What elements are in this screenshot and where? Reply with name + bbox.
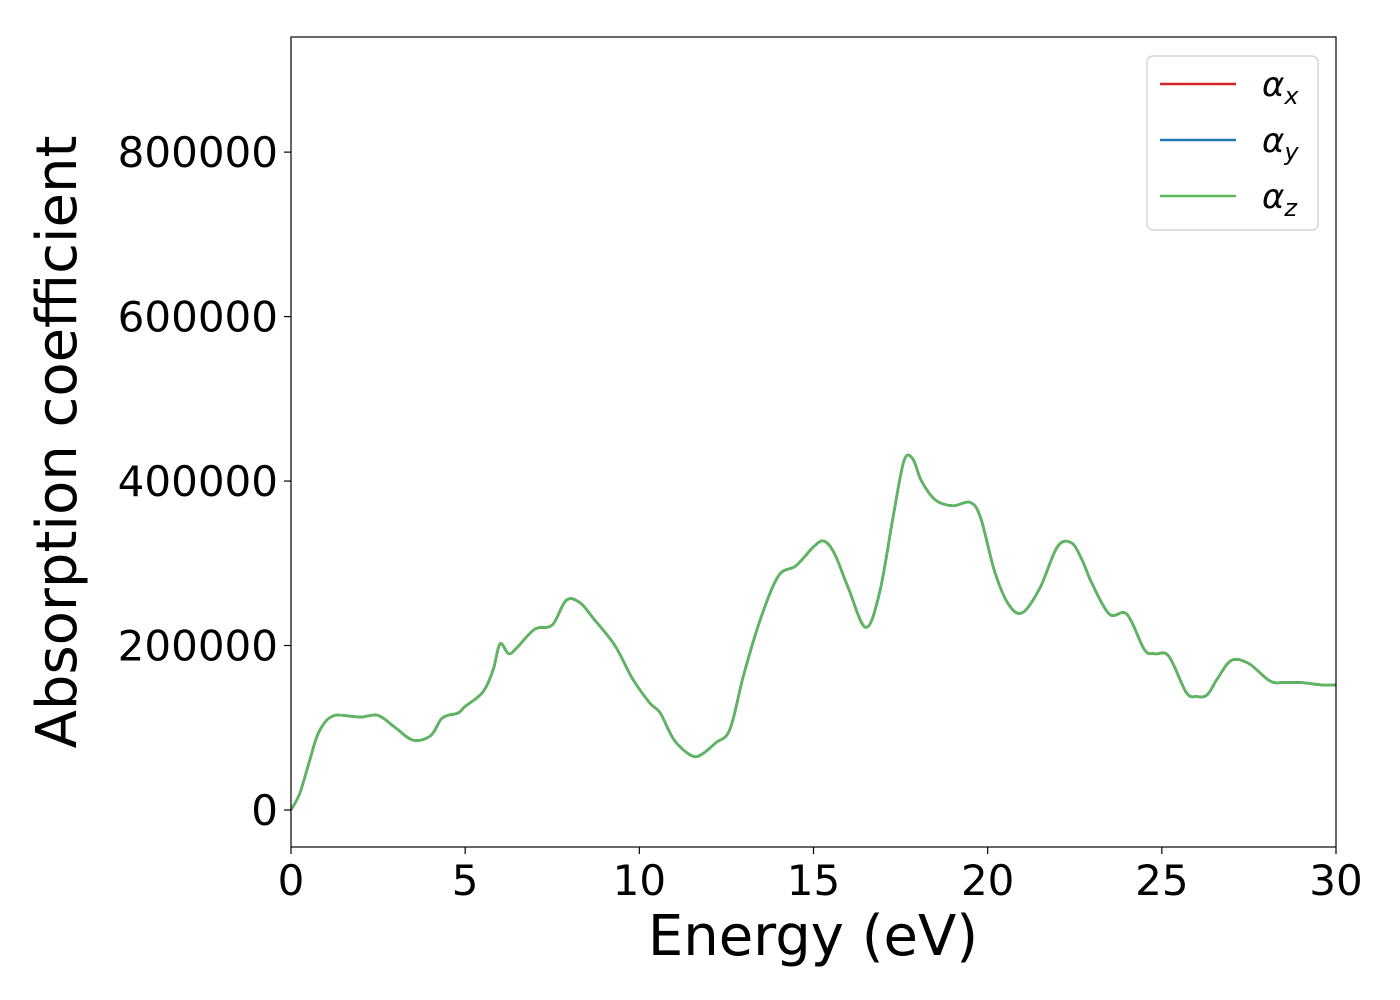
y-tick-label: 200000 <box>118 622 278 671</box>
x-tick-label: 0 <box>278 856 305 905</box>
x-axis-ticks: 0 5 10 15 20 25 30 <box>278 847 1363 905</box>
y-tick-label: 0 <box>251 786 278 835</box>
y-tick-label: 800000 <box>118 128 278 177</box>
x-tick-label: 10 <box>613 856 666 905</box>
y-tick-label: 400000 <box>118 457 278 506</box>
series-layer <box>289 453 1337 811</box>
x-axis-title: Energy (eV) <box>648 904 978 969</box>
y-axis-ticks: 0 200000 400000 600000 800000 <box>118 128 291 835</box>
x-tick-label: 30 <box>1309 856 1362 905</box>
x-tick-label: 15 <box>787 856 840 905</box>
x-tick-label: 20 <box>961 856 1014 905</box>
series-line-alpha-z <box>289 453 1337 811</box>
y-tick-label: 600000 <box>118 293 278 342</box>
x-tick-label: 25 <box>1135 856 1188 905</box>
x-tick-label: 5 <box>452 856 479 905</box>
y-axis-title: Absorption coefficient <box>25 136 90 749</box>
legend-box <box>1146 55 1319 231</box>
